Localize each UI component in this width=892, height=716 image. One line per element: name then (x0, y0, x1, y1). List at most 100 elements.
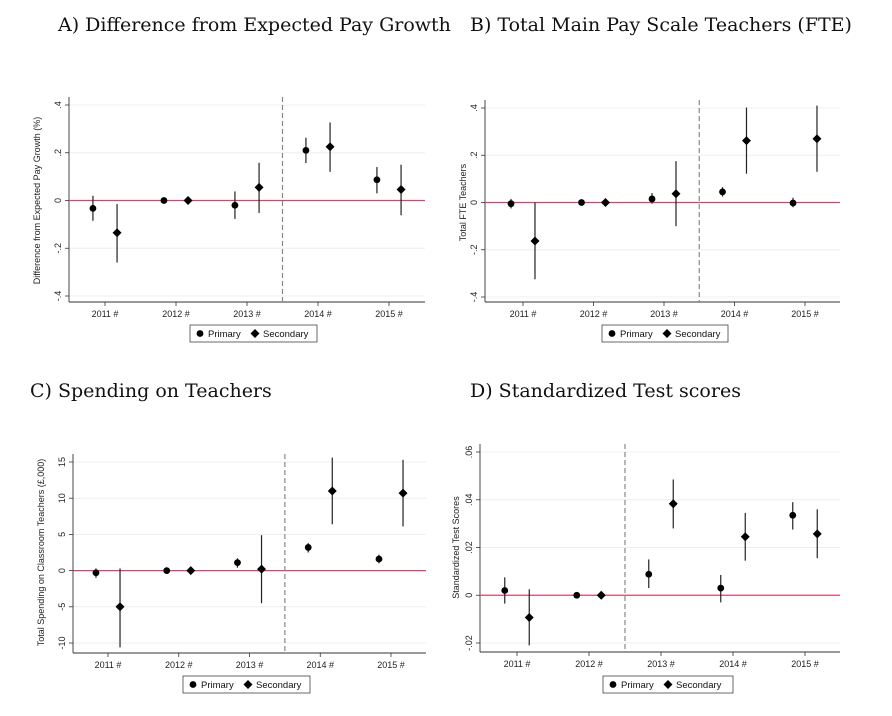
secondary-point (596, 590, 606, 600)
x-tick-label: 2015 # (377, 660, 405, 670)
secondary-point (812, 134, 822, 144)
primary-point (160, 197, 168, 204)
primary-point (89, 204, 97, 212)
panel-c-title: C) Spending on Teachers (30, 380, 272, 402)
secondary-point (115, 602, 125, 612)
secondary-point (740, 532, 750, 542)
primary-point (648, 195, 656, 203)
y-axis-label: Total FTE Teachers (458, 163, 468, 241)
primary-point (302, 146, 310, 154)
primary-point (304, 544, 312, 551)
x-tick-label: 2015 # (375, 309, 403, 319)
secondary-point (600, 198, 610, 207)
x-tick-label: 2014 # (719, 659, 747, 669)
primary-point (719, 188, 726, 196)
x-tick-label: 2015 # (791, 309, 819, 319)
y-tick-label: 0 (464, 593, 474, 598)
y-tick-label: -10 (57, 636, 67, 649)
x-tick-label: 2013 # (236, 660, 264, 670)
legend-secondary-marker (250, 329, 260, 338)
panel-d-chart: -.02 0 .02 .04 .06 Standardized Test Scores 20… (451, 444, 840, 694)
x-tick-label: 2011 # (504, 659, 531, 669)
legend-secondary-label: Secondary (263, 329, 309, 340)
y-tick-label: -.4 (53, 291, 63, 302)
x-tick-label: 2014 # (304, 309, 332, 319)
primary-point (578, 199, 585, 206)
y-tick-label: .04 (464, 493, 474, 506)
y-tick-label: 15 (57, 457, 67, 467)
panel-c-chart: -10 -5 0 5 10 15 Total Spending on Classroom T… (36, 454, 426, 694)
primary-point (373, 176, 381, 184)
x-tick-label: 2012 # (580, 309, 608, 319)
primary-point (92, 569, 100, 577)
legend-primary-marker (608, 330, 616, 337)
y-tick-label: .4 (469, 104, 479, 112)
secondary-point (183, 196, 193, 205)
legend-primary-label: Primary (201, 680, 234, 691)
y-axis-label: Difference from Expected Pay Growth (%) (32, 117, 42, 284)
y-tick-label: .02 (464, 541, 474, 554)
y-axis-label: Total Spending on Classroom Teachers (£,… (36, 459, 46, 646)
y-axis-label: Standardized Test Scores (451, 496, 461, 599)
legend-secondary-label: Secondary (676, 680, 722, 691)
x-tick-label: 2014 # (306, 660, 334, 670)
y-tick-label: .2 (469, 151, 479, 159)
secondary-point (112, 228, 122, 238)
x-tick-label: 2013 # (233, 309, 261, 319)
legend-primary-marker (609, 681, 617, 688)
y-tick-label: 0 (469, 200, 479, 205)
x-tick-label: 2011 # (92, 309, 119, 319)
primary-point (789, 199, 797, 207)
legend: Primary Secondary (601, 324, 729, 343)
secondary-point (671, 189, 681, 199)
y-tick-label: 10 (57, 493, 67, 503)
y-tick-label: .06 (464, 446, 474, 459)
legend: Primary Secondary (189, 324, 318, 343)
secondary-point (524, 612, 534, 622)
panel-b-title: B) Total Main Pay Scale Teachers (FTE) (470, 14, 852, 36)
secondary-point (396, 185, 406, 195)
y-tick-label: 0 (57, 568, 67, 573)
panel-a-title: A) Difference from Expected Pay Growth (58, 14, 451, 36)
legend-primary-marker (196, 330, 204, 337)
secondary-point (398, 488, 408, 498)
legend-secondary-marker (243, 680, 253, 689)
x-tick-label: 2012 # (575, 659, 603, 669)
primary-point (163, 567, 171, 574)
primary-point (717, 584, 725, 592)
primary-point (645, 570, 653, 578)
primary-point (234, 559, 241, 567)
y-tick-label: .2 (53, 149, 63, 157)
x-tick-label: 2011 # (510, 309, 537, 319)
x-tick-label: 2013 # (650, 309, 678, 319)
primary-point (501, 587, 509, 594)
x-tick-label: 2011 # (95, 660, 122, 670)
y-tick-label: -.4 (469, 292, 479, 303)
secondary-point (741, 136, 751, 146)
legend: Primary Secondary (182, 675, 311, 694)
primary-point (507, 200, 515, 208)
x-tick-label: 2013 # (647, 659, 675, 669)
y-tick-label: 5 (57, 532, 67, 537)
x-tick-label: 2012 # (165, 660, 193, 670)
primary-point (375, 555, 383, 563)
x-tick-label: 2014 # (721, 309, 749, 319)
x-tick-label: 2012 # (162, 309, 190, 319)
primary-point (231, 201, 239, 209)
legend-primary-label: Primary (621, 680, 654, 691)
legend-secondary-marker (663, 680, 673, 689)
panel-d-title: D) Standardized Test scores (470, 380, 741, 402)
secondary-point (325, 142, 335, 152)
legend-primary-marker (189, 681, 197, 688)
secondary-point (812, 529, 822, 539)
legend-secondary-label: Secondary (675, 329, 721, 340)
panel-a-chart: -.4 -.2 0 .2 .4 Difference from Expected Pay … (32, 97, 425, 343)
y-tick-label: 0 (53, 198, 63, 203)
y-tick-label: -.2 (53, 243, 63, 254)
secondary-point (186, 566, 196, 576)
secondary-point (327, 486, 337, 496)
x-tick-label: 2015 # (791, 659, 819, 669)
y-tick-label: -5 (57, 603, 67, 611)
